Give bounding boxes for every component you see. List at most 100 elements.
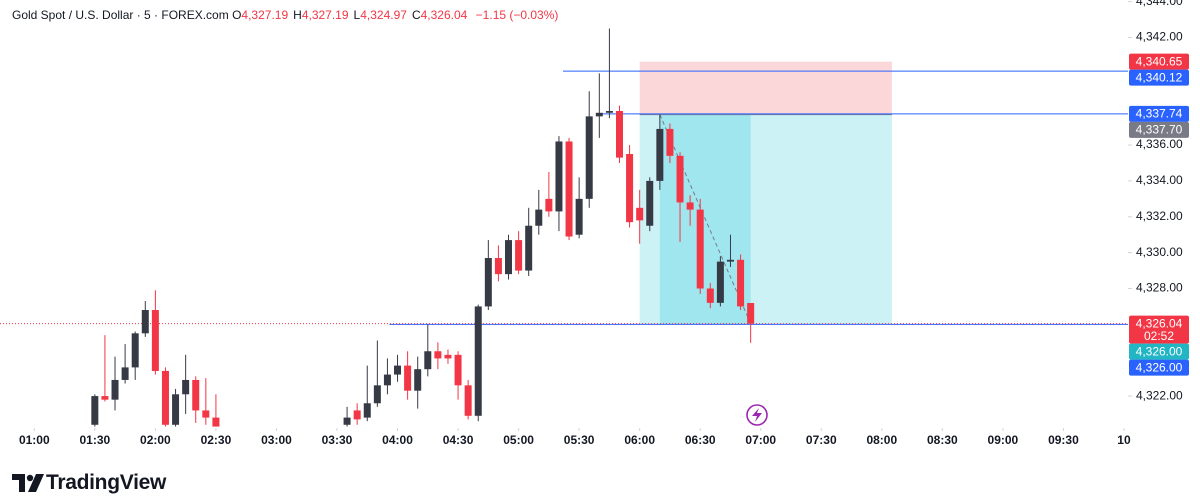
x-tick-label: 04:30 bbox=[443, 433, 474, 447]
candle-body bbox=[494, 258, 502, 275]
x-tick-label: 06:30 bbox=[685, 433, 716, 447]
candle-body bbox=[454, 354, 462, 386]
y-tick-label: 4,334.00 bbox=[1136, 173, 1183, 187]
symbol-header: Gold Spot / U.S. Dollar · 5 · FOREX.com … bbox=[12, 8, 563, 22]
candle-body bbox=[192, 379, 200, 411]
x-tick-label: 05:00 bbox=[503, 433, 534, 447]
y-tick-label: 4,342.00 bbox=[1136, 30, 1183, 44]
candle-body bbox=[535, 209, 543, 226]
candle-body bbox=[161, 370, 169, 425]
candle-body bbox=[464, 385, 472, 416]
price-badge-label: 4,326.00 bbox=[1136, 344, 1183, 358]
candle-body bbox=[353, 410, 361, 420]
x-tick-label: 07:00 bbox=[745, 433, 776, 447]
x-tick-label: 04:00 bbox=[382, 433, 413, 447]
price-badge-label: 4,340.65 bbox=[1136, 54, 1183, 68]
price-badge bbox=[1129, 105, 1189, 122]
candle-body bbox=[505, 240, 513, 275]
ohlc-value: 4,326.04 bbox=[420, 8, 468, 22]
countdown: 02:52 bbox=[1144, 329, 1174, 343]
price-change: −1.15 (−0.03%) bbox=[475, 8, 559, 22]
candle-body bbox=[585, 116, 593, 199]
candle-body bbox=[212, 417, 220, 427]
candle-body bbox=[394, 365, 402, 375]
x-tick-label: 10 bbox=[1117, 433, 1131, 447]
candle-body bbox=[636, 207, 644, 221]
candle-body bbox=[726, 259, 734, 262]
candle-body bbox=[615, 110, 623, 158]
candle-body bbox=[595, 112, 603, 117]
candle-body bbox=[484, 258, 492, 307]
candle-body bbox=[121, 367, 129, 380]
candle-body bbox=[646, 180, 654, 226]
ohlc-values: O4,327.19 H4,327.19 L4,324.97 C4,326.04 bbox=[232, 8, 472, 22]
y-tick-label: 4,344.00 bbox=[1136, 0, 1183, 8]
x-tick-label: 02:30 bbox=[201, 433, 232, 447]
candle-body bbox=[706, 288, 714, 303]
x-tick-label: 08:30 bbox=[927, 433, 958, 447]
y-tick-label: 4,330.00 bbox=[1136, 245, 1183, 259]
price-badge-label: 4,337.74 bbox=[1136, 107, 1183, 121]
candle-body bbox=[605, 110, 613, 113]
x-tick-label: 03:30 bbox=[322, 433, 353, 447]
stop-zone bbox=[639, 61, 892, 115]
candle-body bbox=[404, 365, 412, 391]
x-tick-label: 03:00 bbox=[261, 433, 292, 447]
candle-body bbox=[91, 396, 99, 425]
candle-body bbox=[686, 202, 694, 210]
x-tick-label: 07:30 bbox=[806, 433, 837, 447]
candle-body bbox=[545, 198, 553, 212]
y-tick-label: 4,332.00 bbox=[1136, 209, 1183, 223]
candle-body bbox=[151, 310, 159, 371]
ohlc-key: O bbox=[232, 8, 242, 22]
alert-icon[interactable] bbox=[746, 404, 768, 426]
ohlc-value: 4,324.97 bbox=[360, 8, 407, 22]
candle-body bbox=[383, 374, 391, 386]
candle-body bbox=[202, 410, 210, 418]
ohlc-value: 4,327.19 bbox=[241, 8, 289, 22]
candle-body bbox=[676, 155, 684, 203]
brand-name[interactable]: TradingView bbox=[46, 471, 167, 494]
candle-body bbox=[101, 396, 109, 400]
candle-body bbox=[363, 403, 371, 418]
brand-logo[interactable] bbox=[12, 474, 44, 492]
ohlc-key: L bbox=[353, 8, 361, 22]
price-badge bbox=[1129, 315, 1189, 344]
candle-body bbox=[575, 198, 583, 235]
candle-body bbox=[444, 354, 452, 359]
ohlc-key: C bbox=[411, 8, 421, 22]
candle-body bbox=[414, 369, 422, 391]
price-badge bbox=[1129, 343, 1189, 360]
price-badge-label: 4,326.04 bbox=[1136, 316, 1183, 330]
candle-body bbox=[172, 394, 180, 425]
y-tick-label: 4,322.00 bbox=[1136, 388, 1183, 402]
candle-body bbox=[666, 128, 674, 156]
candle-body bbox=[373, 385, 381, 404]
candle-body bbox=[747, 303, 755, 324]
price-badge bbox=[1129, 69, 1189, 86]
candle-body bbox=[474, 306, 482, 416]
x-tick-label: 02:00 bbox=[140, 433, 171, 447]
candle-body bbox=[434, 351, 442, 359]
candle-body bbox=[565, 141, 573, 237]
candle-body bbox=[131, 333, 139, 368]
x-tick-label: 01:30 bbox=[79, 433, 110, 447]
candle-body bbox=[141, 310, 149, 334]
target-zone bbox=[639, 114, 892, 325]
x-tick-label: 09:30 bbox=[1048, 433, 1079, 447]
price-badge-label: 4,326.00 bbox=[1136, 360, 1183, 374]
candle-body bbox=[737, 259, 745, 307]
x-tick-label: 01:00 bbox=[19, 433, 50, 447]
candle-body bbox=[555, 141, 563, 212]
price-badge-label: 4,337.70 bbox=[1136, 123, 1183, 137]
candle-body bbox=[525, 225, 533, 271]
price-badge bbox=[1129, 359, 1189, 376]
trade-path bbox=[659, 114, 752, 324]
candle-body bbox=[626, 154, 634, 223]
candle-body bbox=[343, 417, 351, 425]
candle-body bbox=[716, 261, 724, 303]
ohlc-key: H bbox=[293, 8, 302, 22]
candle-body bbox=[111, 379, 119, 400]
